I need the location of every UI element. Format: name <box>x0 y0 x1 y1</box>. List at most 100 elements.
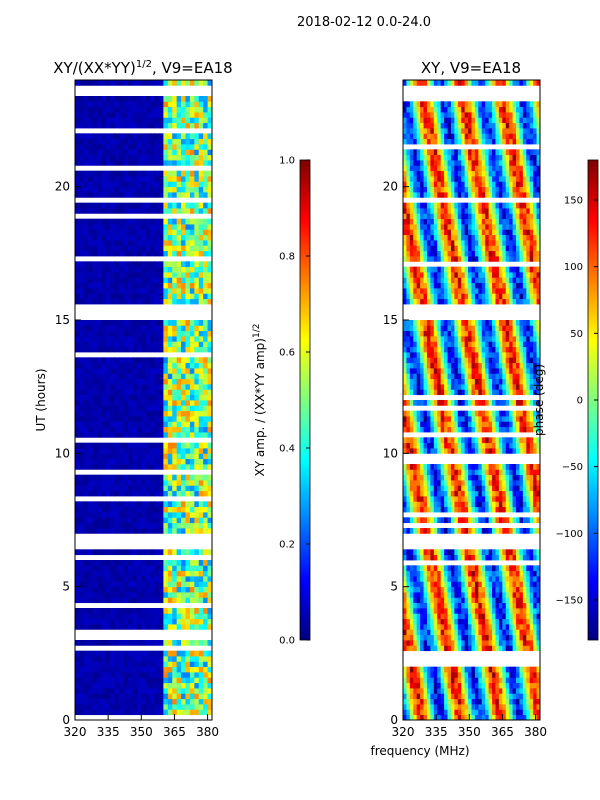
heatmap-cell <box>203 336 208 342</box>
heatmap-cell <box>416 645 421 652</box>
heatmap-cell <box>420 528 424 534</box>
heatmap-cell <box>194 672 200 678</box>
heatmap-cell <box>447 634 452 641</box>
heatmap-cell <box>105 672 111 678</box>
heatmap-cell <box>471 565 476 572</box>
heatmap-cell <box>471 549 476 556</box>
heatmap-cell <box>176 112 182 118</box>
heatmap-cell <box>409 464 414 470</box>
heatmap-cell <box>185 522 191 529</box>
heatmap-cell <box>478 586 483 593</box>
heatmap-cell <box>75 608 80 614</box>
heatmap-cell <box>101 421 107 428</box>
heatmap-cell <box>485 592 490 598</box>
heatmap-cell <box>79 250 85 257</box>
heatmap-cell <box>416 693 421 700</box>
heatmap-cell <box>516 421 520 428</box>
heatmap-cell <box>461 490 466 497</box>
heatmap-cell <box>516 688 520 694</box>
heatmap-cell <box>119 592 125 598</box>
heatmap-cell <box>481 442 486 449</box>
heatmap-cell <box>509 592 514 598</box>
heatmap-cell <box>492 469 496 476</box>
heatmap-cell <box>128 261 133 268</box>
heatmap-cell <box>416 608 421 614</box>
heatmap-cell <box>468 448 472 454</box>
heatmap-cell <box>502 666 507 673</box>
heatmap-cell <box>88 501 94 508</box>
heatmap-cell <box>123 192 129 198</box>
heatmap-cell <box>123 485 129 492</box>
heatmap-cell <box>181 640 186 646</box>
heatmap-cell <box>198 250 204 257</box>
heatmap-cell <box>123 608 129 614</box>
heatmap-cell <box>136 688 142 694</box>
heatmap-cell <box>110 298 116 305</box>
heatmap-cell <box>79 656 85 662</box>
heatmap-cell <box>516 613 520 620</box>
heatmap-cell <box>141 704 147 710</box>
heatmap-cell <box>198 506 204 513</box>
heatmap-cell <box>189 586 195 593</box>
heatmap-cell <box>189 341 195 348</box>
heatmap-cell <box>447 549 452 556</box>
heatmap-cell <box>150 117 155 124</box>
heatmap-cell <box>516 410 520 417</box>
heatmap-cell <box>172 154 178 161</box>
heatmap-cell <box>167 282 173 289</box>
heatmap-cell <box>92 160 98 166</box>
heatmap-cell <box>526 474 531 481</box>
heatmap-cell <box>158 656 164 662</box>
heatmap-cell <box>505 613 510 620</box>
heatmap-cell <box>75 378 80 385</box>
heatmap-cell <box>464 645 469 652</box>
heatmap-cell <box>189 224 195 230</box>
heatmap-cell <box>105 570 111 577</box>
heatmap-cell <box>457 693 462 700</box>
heatmap-cell <box>163 181 169 188</box>
heatmap-cell <box>114 421 120 428</box>
heatmap-cell <box>437 704 442 710</box>
heatmap-cell <box>83 336 89 342</box>
heatmap-cell <box>526 448 531 454</box>
heatmap-cell <box>502 517 507 524</box>
heatmap-cell <box>163 416 169 422</box>
heatmap-cell <box>92 666 98 673</box>
heatmap-cell <box>172 416 178 422</box>
heatmap-cell <box>464 437 469 444</box>
heatmap-cell <box>519 448 524 454</box>
heatmap-cell <box>481 426 486 433</box>
heatmap-cell <box>119 560 125 566</box>
heatmap-cell <box>185 144 191 150</box>
heatmap-cell <box>97 160 102 166</box>
heatmap-cell <box>79 272 85 278</box>
heatmap-cell <box>105 341 111 348</box>
heatmap-cell <box>185 389 191 396</box>
heatmap-cell <box>172 400 178 406</box>
heatmap-cell <box>176 202 182 209</box>
heatmap-cell <box>509 490 514 497</box>
heatmap-cell <box>88 240 94 246</box>
heatmap-cell <box>92 453 98 460</box>
heatmap-cell <box>110 170 116 177</box>
heatmap-cell <box>403 490 407 497</box>
heatmap-cell <box>132 522 138 529</box>
heatmap-cell <box>119 597 125 604</box>
heatmap-cell <box>176 464 182 470</box>
heatmap-cell <box>426 389 431 396</box>
heatmap-cell <box>457 474 462 481</box>
heatmap-cell <box>88 186 94 193</box>
heatmap-cell <box>474 602 479 609</box>
heatmap-cell <box>75 106 80 113</box>
heatmap-cell <box>502 640 507 646</box>
heatmap-cell <box>430 400 435 406</box>
heatmap-cell <box>176 432 182 438</box>
heatmap-cell <box>185 133 191 140</box>
heatmap-cell <box>450 565 455 572</box>
heatmap-cell <box>457 602 462 609</box>
heatmap-cell <box>485 421 490 428</box>
heatmap-cell <box>154 250 160 257</box>
heatmap-cell <box>92 186 98 193</box>
heatmap-cell <box>136 464 142 470</box>
heatmap-cell <box>416 549 421 556</box>
